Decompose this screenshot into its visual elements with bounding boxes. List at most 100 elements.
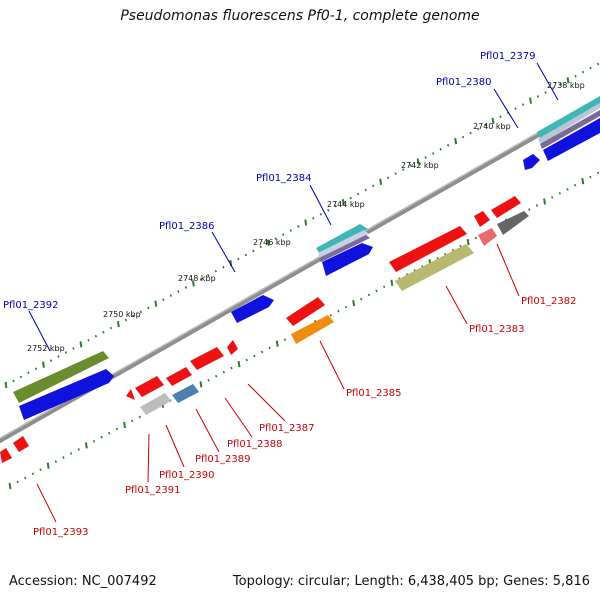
gene-pfl01-2382-grey[interactable] [497, 211, 529, 235]
ruler-label-2742: 2742 kbp [401, 161, 439, 170]
callout-line-2384 [309, 184, 332, 226]
reverse-ruler-tick [581, 177, 585, 185]
forward-ruler-tick [372, 184, 375, 188]
forward-ruler-tick [94, 334, 98, 338]
gene-label-pfl01-2389[interactable]: Pfl01_2389 [195, 454, 251, 465]
gene-pfl01-2388[interactable] [190, 347, 224, 370]
callout-line-2379 [536, 62, 559, 101]
reverse-ruler-tick [123, 421, 126, 429]
forward-ruler-tick [34, 367, 38, 371]
gene-pfl01-2389-blue[interactable] [172, 384, 199, 403]
gene-label-pfl01-2386[interactable]: Pfl01_2386 [159, 221, 215, 232]
gene-pfl01-2382-small[interactable] [474, 211, 490, 227]
forward-ruler-tick [312, 217, 315, 220]
gene-label-pfl01-2388[interactable]: Pfl01_2388 [227, 439, 283, 450]
gene-pfl01-2390-grey[interactable] [140, 393, 171, 415]
callout-line-2387 [247, 383, 286, 422]
reverse-ruler-tick [360, 297, 363, 301]
gene-label-pfl01-2384[interactable]: Pfl01_2384 [256, 173, 312, 184]
ruler-label-2746: 2746 kbp [253, 238, 291, 247]
reverse-ruler-tick [31, 472, 35, 476]
reverse-ruler-tick [474, 236, 478, 240]
reverse-ruler-tick [275, 340, 279, 347]
callout-line-2380 [493, 88, 519, 129]
forward-ruler-tick [319, 212, 322, 216]
forward-ruler-tick [476, 127, 480, 131]
gene-pfl01-2389-red[interactable] [166, 367, 192, 386]
gene-pfl01-2379-purple[interactable] [540, 110, 600, 149]
forward-ruler-tick [551, 87, 555, 90]
forward-ruler-tick [207, 273, 210, 277]
forward-ruler-tick [327, 208, 330, 212]
gene-pfl01-2379-grey[interactable] [538, 103, 600, 144]
forward-ruler-tick [521, 103, 525, 106]
ruler-label-2738: 2738 kbp [547, 81, 585, 90]
forward-ruler-tick [357, 192, 360, 196]
forward-ruler-tick [379, 178, 383, 185]
gene-label-pfl01-2390[interactable]: Pfl01_2390 [159, 470, 215, 481]
reverse-ruler-tick [596, 171, 600, 175]
gene-pfl01-2384-grey[interactable] [318, 230, 369, 259]
ruler-label-2748: 2748 kbp [178, 274, 216, 283]
forward-ruler-tick [297, 225, 300, 228]
forward-ruler-tick [274, 237, 277, 241]
gene-pfl01-2392-green[interactable] [13, 351, 109, 403]
gene-pfl01-2385-red[interactable] [286, 297, 325, 326]
gene-pfl01-2393-a[interactable] [13, 436, 29, 452]
gene-label-pfl01-2382[interactable]: Pfl01_2382 [521, 296, 577, 307]
gene-label-pfl01-2380[interactable]: Pfl01_2380 [436, 77, 492, 88]
gene-pfl01-2384-blue[interactable] [322, 243, 373, 276]
forward-ruler-tick [162, 298, 165, 302]
gene-pfl01-2386[interactable] [231, 295, 274, 323]
ruler-label-2740: 2740 kbp [473, 122, 511, 131]
forward-ruler-tick [304, 219, 308, 226]
gene-pfl01-2387[interactable] [227, 340, 238, 355]
gene-label-pfl01-2379[interactable]: Pfl01_2379 [480, 51, 536, 62]
gene-label-pfl01-2383[interactable]: Pfl01_2383 [469, 324, 525, 335]
forward-ruler-tick [529, 97, 532, 104]
reverse-ruler-tick [375, 289, 378, 293]
callout-line-2385 [319, 340, 345, 390]
gene-pfl01-2384-teal[interactable] [316, 224, 368, 254]
gene-pfl01-2379-teal[interactable] [537, 96, 600, 138]
forward-ruler-tick [341, 199, 345, 206]
accession-label: Accession: NC_007492 [9, 574, 157, 589]
gene-label-pfl01-2392[interactable]: Pfl01_2392 [3, 300, 59, 311]
callout-line-2389 [195, 408, 220, 453]
gene-pfl01-2393-b[interactable] [0, 448, 12, 463]
gene-pfl01-2385-orange[interactable] [291, 315, 334, 344]
forward-ruler-tick [409, 164, 412, 167]
gene-pfl01-2379-blue[interactable] [543, 118, 600, 161]
gene-label-pfl01-2393[interactable]: Pfl01_2393 [33, 527, 89, 538]
forward-ruler-tick [484, 123, 487, 127]
forward-ruler-tick [446, 143, 450, 147]
gene-pfl01-2380[interactable] [523, 154, 540, 170]
forward-ruler-tick [102, 330, 105, 334]
callout-line-2393 [36, 483, 57, 523]
gene-label-pfl01-2391[interactable]: Pfl01_2391 [125, 485, 181, 496]
callout-line-2390 [165, 424, 185, 468]
reverse-ruler-tick [214, 374, 218, 378]
gene-pfl01-2392-blue[interactable] [19, 369, 114, 420]
forward-ruler-tick [566, 77, 570, 84]
gene-pfl01-2390-red[interactable] [135, 376, 164, 397]
reverse-ruler-tick [92, 440, 96, 443]
forward-ruler-tick [394, 172, 397, 176]
reverse-ruler-tick [100, 435, 103, 439]
gene-pfl01-2383-olive[interactable] [395, 244, 474, 291]
gene-pfl01-2391[interactable] [126, 389, 135, 400]
gene-pfl01-2384-purple[interactable] [319, 235, 370, 262]
reverse-ruler-tick [283, 338, 287, 342]
callout-line-2388 [224, 397, 253, 438]
reverse-ruler-tick [230, 366, 233, 370]
ruler-label-2750: 2750 kbp [103, 310, 141, 319]
forward-ruler-tick [64, 351, 68, 354]
forward-ruler-tick [124, 318, 128, 322]
gene-pfl01-2382-pink[interactable] [478, 228, 497, 246]
forward-ruler-tick [491, 117, 495, 125]
gene-label-pfl01-2385[interactable]: Pfl01_2385 [346, 388, 402, 399]
gene-label-pfl01-2387[interactable]: Pfl01_2387 [259, 423, 315, 434]
gene-pfl01-2383-red[interactable] [389, 226, 467, 272]
forward-ruler-tick [499, 115, 502, 119]
gene-pfl01-2382-red[interactable] [491, 196, 521, 218]
